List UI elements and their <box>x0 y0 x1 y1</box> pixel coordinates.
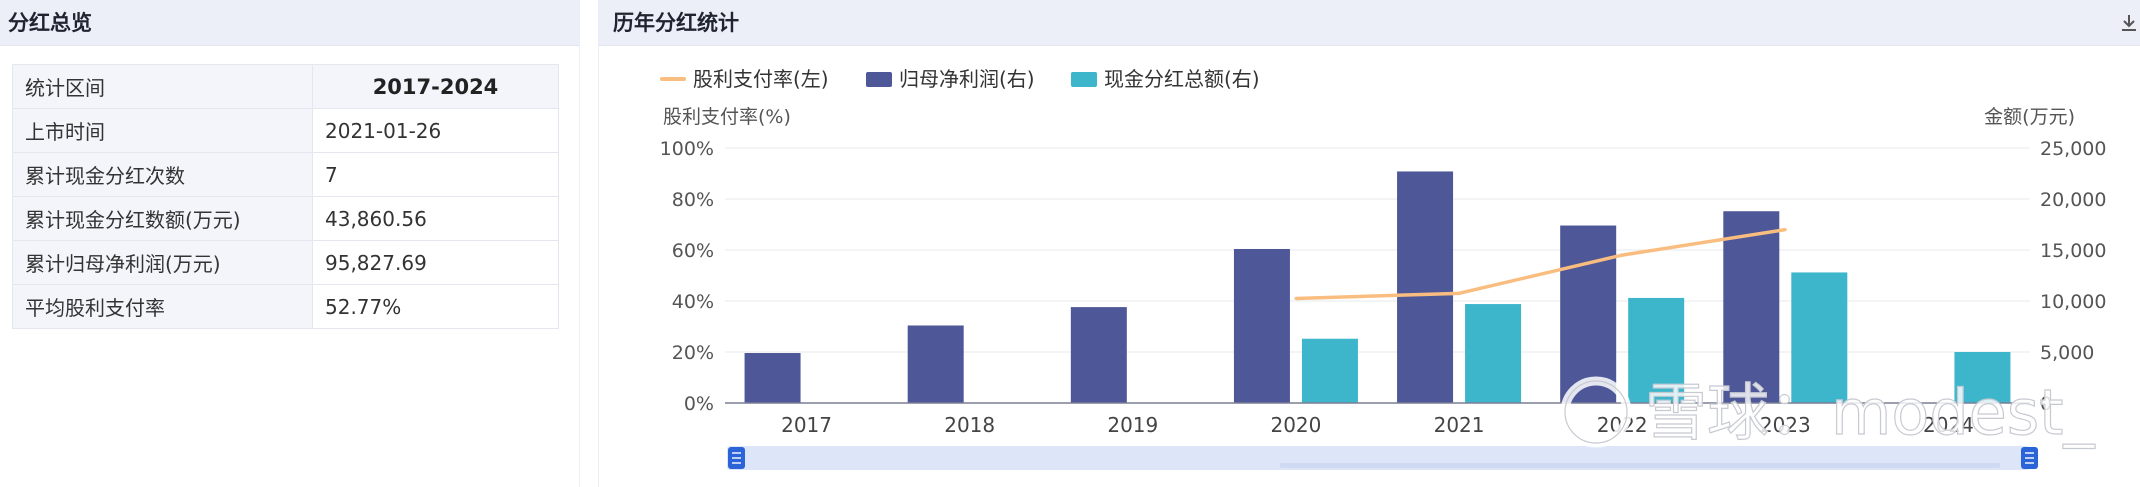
stats-panel-title: 历年分红统计 <box>599 0 2140 46</box>
y-right-axis-title: 金额(万元) <box>1984 106 2075 128</box>
overview-value: 95,827.69 <box>312 240 559 285</box>
cash-dividend-bar <box>1465 304 1522 403</box>
y-left-tick-label: 20% <box>672 342 714 364</box>
overview-key: 累计现金分红次数 <box>12 152 313 197</box>
y-left-tick-label: 0% <box>684 393 714 415</box>
overview-value: 2017-2024 <box>312 64 559 109</box>
y-right-tick-label: 10,000 <box>2040 291 2106 313</box>
y-left-tick-label: 60% <box>672 240 714 262</box>
legend-label: 股利支付率(左) <box>693 67 829 91</box>
y-left-axis-title: 股利支付率(%) <box>663 106 791 128</box>
legend-label: 归母净利润(右) <box>899 67 1035 91</box>
download-icon[interactable] <box>2118 12 2140 34</box>
overview-value: 43,860.56 <box>312 196 559 241</box>
overview-value: 52.77% <box>312 284 559 329</box>
x-tick-label: 2017 <box>781 413 832 437</box>
y-right-tick-label: 0 <box>2040 393 2052 415</box>
watermark-text: 雪球：modest_ <box>1645 376 2095 449</box>
overview-row: 累计现金分红次数 7 <box>12 152 559 197</box>
net-profit-bar <box>1233 248 1290 403</box>
payout-ratio-line <box>1295 227 1786 301</box>
y-right-tick-label: 20,000 <box>2040 189 2106 211</box>
x-tick-label: 2024 <box>1923 413 1974 437</box>
overview-value: 7 <box>312 152 559 197</box>
x-tick-label: 2020 <box>1270 413 1321 437</box>
net-profit-bar <box>744 353 801 403</box>
overview-panel-title: 分红总览 <box>0 0 579 46</box>
legend-swatch-line <box>660 77 686 81</box>
y-right-tick-label: 5,000 <box>2040 342 2094 364</box>
watermark-group: 雪球：modest_ <box>1560 375 2096 450</box>
payout-ratio-point <box>1620 253 1624 257</box>
y-left-tick-label: 100% <box>660 138 714 160</box>
payout-ratio-point <box>1783 228 1787 232</box>
x-tick-label: 2021 <box>1434 413 1485 437</box>
payout-ratio-point <box>1457 291 1461 295</box>
overview-row: 平均股利支付率 52.77% <box>12 284 559 329</box>
overview-key: 上市时间 <box>12 108 313 153</box>
legend-label: 现金分红总额(右) <box>1104 67 1260 91</box>
overview-row: 累计现金分红数额(万元) 43,860.56 <box>12 196 559 241</box>
zoom-slider-shadow <box>1280 463 2000 468</box>
x-tick-label: 2018 <box>944 413 995 437</box>
net-profit-bar <box>1397 171 1454 403</box>
overview-row: 上市时间 2021-01-26 <box>12 108 559 153</box>
y-right-tick-label: 15,000 <box>2040 240 2106 262</box>
net-profit-bar <box>907 325 964 403</box>
watermark-logo-outline <box>1564 380 1628 444</box>
dividend-stats-panel: 历年分红统计 <box>598 0 2140 487</box>
cash-dividend-bar <box>1954 352 2011 403</box>
net-profit-bar <box>1723 211 1780 403</box>
x-tick-label: 2023 <box>1760 413 1811 437</box>
cash-dividend-bar <box>1628 297 1685 403</box>
dividend-overview-panel: 分红总览 统计区间 2017-2024 上市时间 2021-01-26 累计现金分红次数… <box>0 0 580 487</box>
legend-swatch-bar <box>1071 72 1097 87</box>
overview-table: 统计区间 2017-2024 上市时间 2021-01-26 累计现金分红次数 7 累计现金… <box>12 64 559 329</box>
overview-key: 累计现金分红数额(万元) <box>12 196 313 241</box>
net-profit-bar <box>1070 307 1127 403</box>
net-profit-bar <box>1560 225 1617 403</box>
overview-key: 平均股利支付率 <box>12 284 313 329</box>
y-left-tick-label: 40% <box>672 291 714 313</box>
x-tick-label: 2019 <box>1107 413 1158 437</box>
y-right-tick-label: 25,000 <box>2040 138 2106 160</box>
cash-dividend-bar <box>1791 272 1848 403</box>
payout-ratio-point <box>1294 296 1298 300</box>
y-left-tick-label: 80% <box>672 189 714 211</box>
legend-swatch-bar <box>866 72 892 87</box>
cash-dividend-bar <box>1301 338 1358 403</box>
overview-value: 2021-01-26 <box>312 108 559 153</box>
